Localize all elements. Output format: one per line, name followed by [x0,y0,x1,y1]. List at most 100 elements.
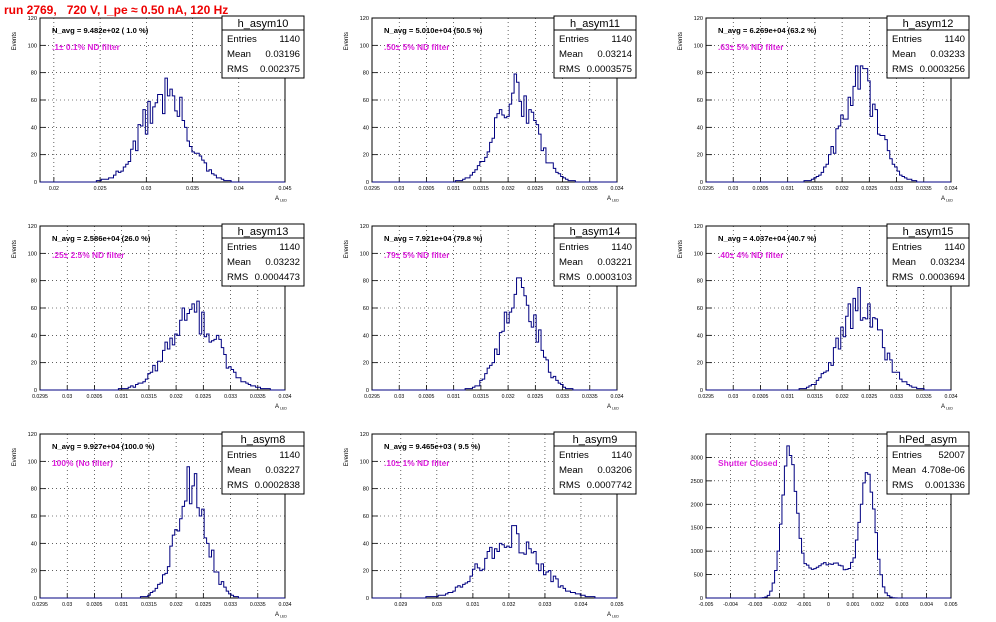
stats-key: RMS [559,64,580,75]
stats-title: h_asym14 [570,226,621,238]
stats-value: 0.03234 [930,257,965,268]
y-tick-label: 40 [363,333,369,339]
navg-label: N_avg = 7.921e+04 (79.8 %) [384,234,483,243]
stats-key: Mean [892,465,916,476]
histogram-series [706,65,951,183]
stats-box: h_asym10 Entries 1140 Mean 0.03196 RMS 0.00237… [221,15,305,79]
x-tick-label: 0.002 [871,602,884,608]
stats-box-frame [886,223,970,287]
stats-title: h_asym13 [238,226,289,238]
x-tick-label: 0.0335 [916,186,932,192]
stats-box-frame [221,15,305,79]
histogram-series [706,445,951,599]
x-tick-label: 0.032 [170,394,183,400]
x-tick-label: 0.03 [394,186,404,192]
x-tick-label: 0.034 [279,602,292,608]
x-tick-label: 0.0325 [861,394,877,400]
y-tick-label: 120 [28,432,37,438]
stats-value: 1140 [611,34,632,45]
navg-label: N_avg = 2.586e+04 (26.0 %) [52,234,151,243]
x-tick-label: 0.034 [611,186,624,192]
y-tick-label: 500 [694,573,703,579]
filter-label: .25± 2.5% ND filter [52,250,125,260]
x-tick-label: 0.033 [556,394,569,400]
y-tick-label: 100 [694,43,703,49]
x-tick-label: 0.0325 [527,186,543,192]
y-tick-label: 120 [28,16,37,22]
x-tick-label: 0.0295 [698,186,714,192]
y-tick-label: 80 [31,71,37,77]
y-tick-label: 100 [360,43,369,49]
run-title: run 2769, 720 V, I_pe ≈ 0.50 nA, 120 Hz [4,3,229,17]
x-tick-label: 0.0315 [141,394,157,400]
stats-value: 1140 [279,242,300,253]
x-axis-label: A LED [275,612,287,618]
stats-box-frame [221,223,305,287]
x-tick-label: 0.0295 [32,602,48,608]
x-tick-label: 0.034 [611,394,624,400]
x-tick-label: 0.033 [224,602,237,608]
y-tick-label: 120 [694,16,703,22]
x-axis-label: A LED [941,196,953,202]
x-tick-label: 0.003 [896,602,909,608]
stats-key: Mean [892,49,916,60]
histogram-panel-h_asym10: 0.02 0.025 0.03 0.035 0.04 0.045 0 20 40 60 80 100 1… [12,15,305,202]
stats-key: Entries [227,34,257,45]
stats-key: RMS [227,480,248,491]
x-tick-label: 0.03 [62,602,72,608]
navg-label: N_avg = 9.465e+03 ( 9.5 %) [384,442,481,451]
y-tick-label: 80 [697,279,703,285]
stats-value: 0.03206 [597,465,632,476]
y-tick-label: 60 [31,514,37,520]
stats-key: Entries [559,242,589,253]
x-tick-label: 0.0305 [753,186,769,192]
y-tick-label: 0 [700,180,703,186]
stats-key: Entries [892,34,922,45]
y-tick-label: 60 [697,306,703,312]
x-axis-label: A LED [607,404,619,410]
x-tick-label: 0.033 [224,394,237,400]
stats-title: h_asym9 [573,434,618,446]
stats-value: 0.001336 [925,480,965,491]
stats-value: 0.002375 [260,64,300,75]
stats-key: Entries [892,450,922,461]
y-tick-label: 1500 [691,526,703,532]
stats-box-frame [886,15,970,79]
filter-label: .79± 5% ND filter [384,250,450,260]
x-tick-label: 0.033 [538,602,551,608]
y-tick-label: 0 [700,596,703,602]
y-tick-label: 20 [697,153,703,159]
y-axis-label: Events [12,240,18,258]
histogram-series [372,277,617,391]
y-tick-label: 0 [366,596,369,602]
x-tick-label: 0.0335 [582,394,598,400]
y-tick-label: 100 [28,43,37,49]
x-axis-label: A LED [275,404,287,410]
histogram-series [40,77,285,183]
y-tick-label: 20 [363,569,369,575]
histogram-series [372,73,617,183]
y-tick-label: 60 [31,306,37,312]
x-tick-label: 0.0315 [473,186,489,192]
stats-box: h_asym15 Entries 1140 Mean 0.03234 RMS 0.00036… [886,223,970,287]
stats-value: 1140 [944,34,965,45]
stats-key: Entries [892,242,922,253]
stats-key: RMS [559,480,580,491]
x-tick-label: 0.034 [574,602,587,608]
stats-key: Mean [559,49,583,60]
navg-label: N_avg = 9.482e+02 ( 1.0 %) [52,26,149,35]
x-tick-label: 0.031 [447,394,460,400]
y-tick-label: 2000 [691,502,703,508]
x-tick-label: 0.045 [279,186,292,192]
histogram-series [372,525,617,599]
x-tick-label: -0.004 [723,602,738,608]
x-tick-label: 0.03 [432,602,442,608]
stats-title: h_asym8 [241,434,286,446]
navg-label: N_avg = 4.037e+04 (40.7 %) [718,234,817,243]
x-tick-label: 0.0305 [419,186,435,192]
filter-label: 100% (No filter) [52,458,113,468]
y-tick-label: 120 [360,224,369,230]
stats-value: 1140 [611,450,632,461]
x-tick-label: 0.03 [728,394,738,400]
